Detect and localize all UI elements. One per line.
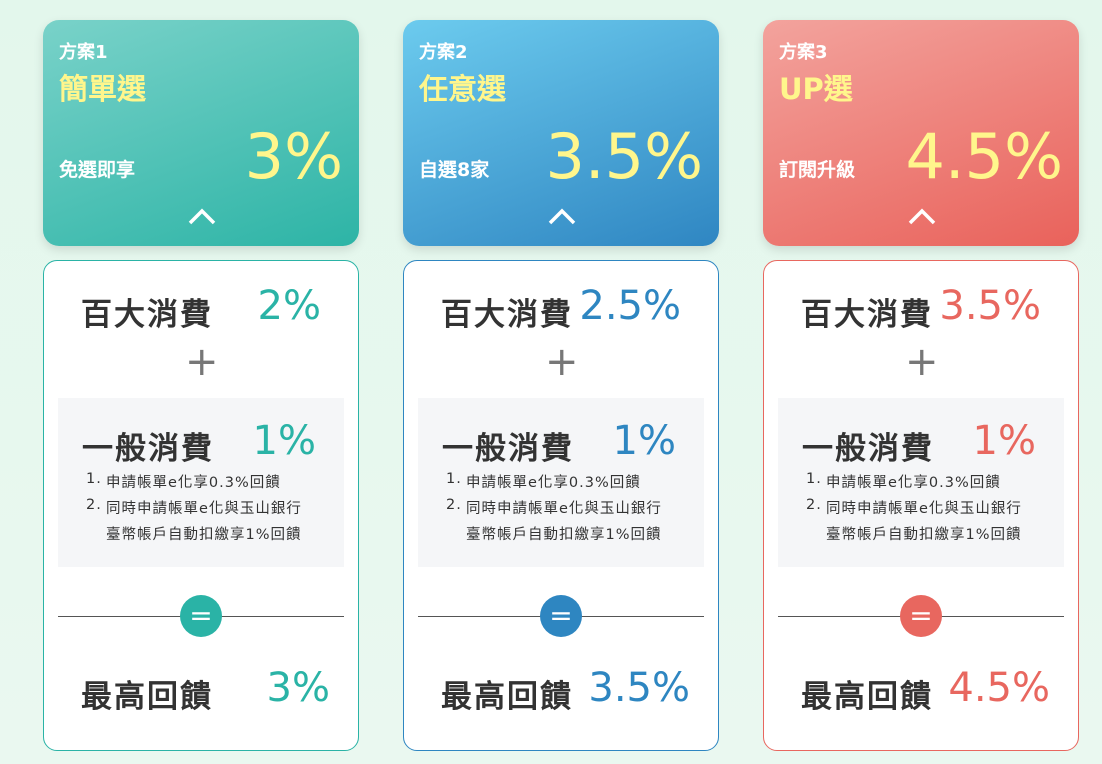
plan-name: UP選 bbox=[779, 72, 853, 106]
general-box: 一般消費 1% 1. 申請帳單e化享0.3%回饋 2. 同時申請帳單e化與玉山銀行 臺幣帳戶… bbox=[58, 398, 344, 567]
plan-subtitle: 自選8家 bbox=[419, 159, 490, 181]
plus-sign: + bbox=[905, 339, 939, 385]
top-value: 2.5% bbox=[579, 283, 681, 329]
equals-sign: = bbox=[180, 595, 222, 637]
plus-sign: + bbox=[185, 339, 219, 385]
max-label: 最高回饋 bbox=[801, 679, 933, 715]
note-text: 臺幣帳戶自動扣繳享1%回饋 bbox=[466, 527, 662, 543]
max-value: 3% bbox=[266, 665, 330, 711]
note-number: 1. bbox=[446, 471, 462, 487]
note-text: 申請帳單e化享0.3%回饋 bbox=[826, 475, 1001, 491]
max-label: 最高回饋 bbox=[441, 679, 573, 715]
general-label: 一般消費 bbox=[802, 431, 934, 467]
top-label: 百大消費 bbox=[441, 297, 573, 333]
general-value: 1% bbox=[252, 418, 316, 464]
plan-label: 方案1 bbox=[59, 42, 108, 63]
general-label: 一般消費 bbox=[442, 431, 574, 467]
chevron-icon bbox=[548, 208, 576, 225]
plan-rate: 4.5% bbox=[905, 120, 1063, 193]
note-text: 同時申請帳單e化與玉山銀行 bbox=[826, 501, 1022, 517]
plan-subtitle: 訂閱升級 bbox=[779, 159, 856, 181]
top-value: 3.5% bbox=[939, 283, 1041, 329]
plan-detail: 百大消費 2% + 一般消費 1% 1. 申請帳單e化享0.3%回饋 2. 同時申請帳單e化與玉… bbox=[43, 260, 359, 751]
equals-sign: = bbox=[540, 595, 582, 637]
note-number: 2. bbox=[86, 497, 102, 513]
plan-column: 方案1 簡單選免選即享 3% 百大消費 2% + 一般消費 1% 1. 申請帳單e化享0.3%回饋… bbox=[43, 0, 359, 764]
note-text: 臺幣帳戶自動扣繳享1%回饋 bbox=[106, 527, 302, 543]
note-text: 同時申請帳單e化與玉山銀行 bbox=[106, 501, 302, 517]
plan-detail: 百大消費 3.5% + 一般消費 1% 1. 申請帳單e化享0.3%回饋 2. 同時申請帳單e化… bbox=[763, 260, 1079, 751]
chevron-icon bbox=[188, 208, 216, 225]
chevron-up bbox=[187, 208, 217, 230]
top-value: 2% bbox=[257, 283, 321, 329]
top-label: 百大消費 bbox=[81, 297, 213, 333]
plan-rate: 3.5% bbox=[545, 120, 703, 193]
plan-detail: 百大消費 2.5% + 一般消費 1% 1. 申請帳單e化享0.3%回饋 2. 同時申請帳單e化… bbox=[403, 260, 719, 751]
plan-subtitle: 免選即享 bbox=[59, 159, 136, 181]
note-text: 臺幣帳戶自動扣繳享1%回饋 bbox=[826, 527, 1022, 543]
general-label: 一般消費 bbox=[82, 431, 214, 467]
note-number: 1. bbox=[86, 471, 102, 487]
plan-column: 方案2 任意選自選8家 3.5% 百大消費 2.5% + 一般消費 1% 1. 申請帳單e化享0.… bbox=[403, 0, 719, 764]
plan-name: 任意選 bbox=[419, 72, 507, 106]
general-value: 1% bbox=[972, 418, 1036, 464]
note-number: 2. bbox=[806, 497, 822, 513]
plus-sign: + bbox=[545, 339, 579, 385]
note-text: 同時申請帳單e化與玉山銀行 bbox=[466, 501, 662, 517]
note-text: 申請帳單e化享0.3%回饋 bbox=[106, 475, 281, 491]
top-label: 百大消費 bbox=[801, 297, 933, 333]
max-value: 4.5% bbox=[948, 665, 1050, 711]
plan-label: 方案3 bbox=[779, 42, 828, 63]
plan-rate: 3% bbox=[244, 120, 343, 193]
plan-column: 方案3 UP選訂閱升級 4.5% 百大消費 3.5% + 一般消費 1% 1. 申請帳單e化享0.… bbox=[763, 0, 1079, 764]
plan-header: 方案3 UP選訂閱升級 4.5% bbox=[763, 20, 1079, 246]
note-text: 申請帳單e化享0.3%回饋 bbox=[466, 475, 641, 491]
plan-header: 方案1 簡單選免選即享 3% bbox=[43, 20, 359, 246]
chevron-up bbox=[547, 208, 577, 230]
general-box: 一般消費 1% 1. 申請帳單e化享0.3%回饋 2. 同時申請帳單e化與玉山銀行 臺幣帳戶… bbox=[778, 398, 1064, 567]
chevron-icon bbox=[908, 208, 936, 225]
chevron-up bbox=[907, 208, 937, 230]
general-value: 1% bbox=[612, 418, 676, 464]
equals-sign: = bbox=[900, 595, 942, 637]
plan-name: 簡單選 bbox=[59, 72, 147, 106]
plan-header: 方案2 任意選自選8家 3.5% bbox=[403, 20, 719, 246]
max-value: 3.5% bbox=[588, 665, 690, 711]
note-number: 2. bbox=[446, 497, 462, 513]
general-box: 一般消費 1% 1. 申請帳單e化享0.3%回饋 2. 同時申請帳單e化與玉山銀行 臺幣帳戶… bbox=[418, 398, 704, 567]
max-label: 最高回饋 bbox=[81, 679, 213, 715]
plan-label: 方案2 bbox=[419, 42, 468, 63]
note-number: 1. bbox=[806, 471, 822, 487]
